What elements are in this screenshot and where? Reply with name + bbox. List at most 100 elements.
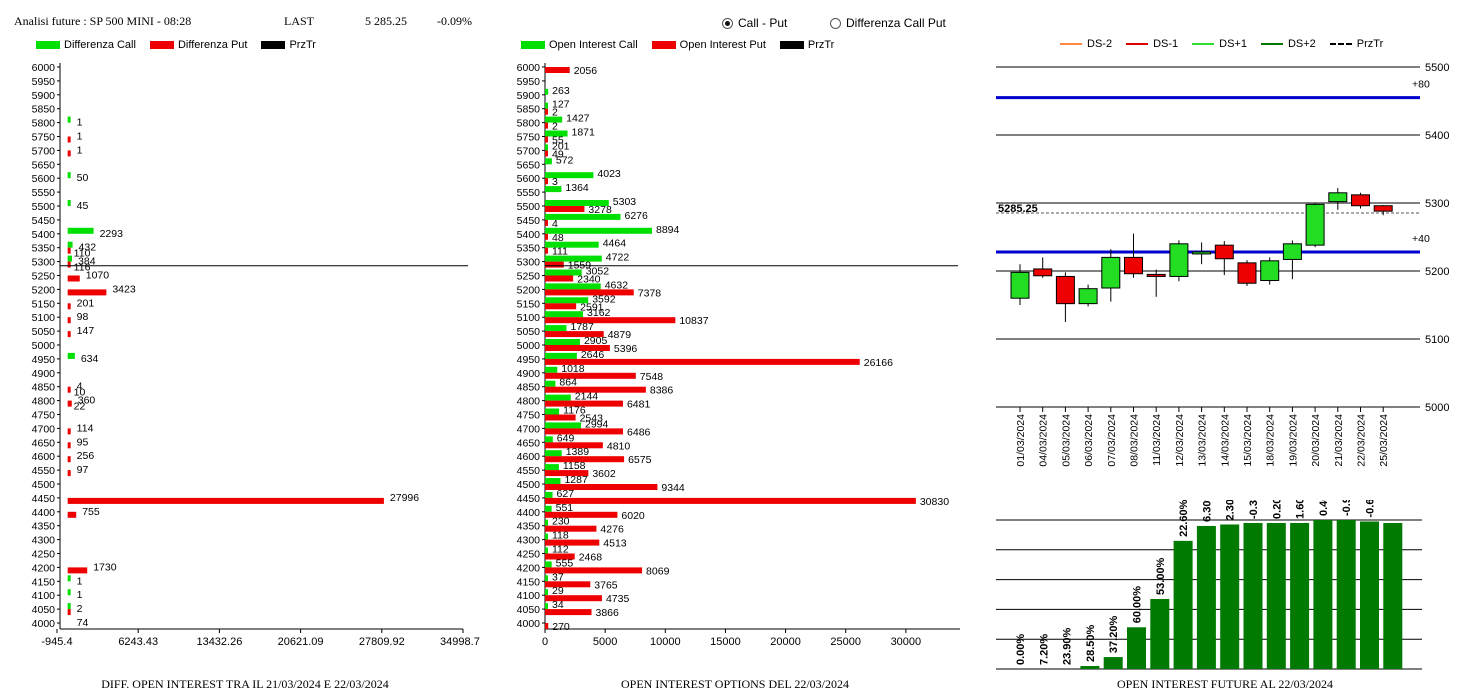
call-bar <box>545 366 558 373</box>
call-bar <box>545 269 582 276</box>
call-bar <box>545 241 599 248</box>
y-tick-label: 5700 <box>517 145 541 157</box>
put-bar <box>67 497 384 504</box>
call-value-label: 1787 <box>570 321 594 333</box>
candle-body <box>1282 243 1302 260</box>
y-tick-label: 4150 <box>517 576 541 588</box>
x-tick-label: 5000 <box>593 636 617 648</box>
call-bar <box>67 172 71 179</box>
left-caption: DIFF. OPEN INTEREST TRA IL 21/03/2024 E … <box>101 677 389 691</box>
oi-value-label: 0.20% <box>1271 500 1283 519</box>
y-tick-label: 5350 <box>32 243 56 255</box>
y-tick-label: 5850 <box>517 104 541 116</box>
value-label: 45 <box>77 200 89 212</box>
y-tick-label: 5800 <box>32 118 56 130</box>
put-value-label: 2543 <box>580 413 604 425</box>
put-bar <box>67 261 71 268</box>
x-tick-label: 30000 <box>891 636 922 648</box>
put-bar <box>545 233 548 240</box>
candle-body <box>1033 268 1053 277</box>
put-value-label: 6486 <box>627 426 651 438</box>
y-tick-label: 4000 <box>32 618 56 630</box>
put-bar <box>545 219 548 226</box>
put-bar <box>545 386 646 393</box>
last-label: LAST <box>284 14 314 28</box>
call-value-label: 864 <box>559 377 577 389</box>
put-value-label: 8069 <box>646 565 670 577</box>
call-bar <box>67 352 75 359</box>
y-tick-label: 4400 <box>32 507 56 519</box>
put-value-label: 2468 <box>579 552 603 564</box>
value-label: 50 <box>77 172 89 184</box>
x-tick-label: 10000 <box>650 636 681 648</box>
y-tick-label: 5750 <box>517 132 541 144</box>
y-tick-label: 4800 <box>517 396 541 408</box>
put-value-label: 2056 <box>574 65 598 77</box>
y-tick-label: 5700 <box>32 145 56 157</box>
y-tick-label: 5100 <box>32 312 56 324</box>
oi-value-label: 2.30% <box>1225 500 1237 520</box>
put-bar <box>545 247 548 254</box>
put-bar <box>545 497 916 504</box>
legend-item-ds-p1: DS+1 <box>1192 38 1247 50</box>
radio-call-put[interactable]: Call - Put <box>722 16 787 30</box>
call-value-label: 2994 <box>585 418 609 430</box>
y-tick-label: 5950 <box>32 76 56 88</box>
call-bar <box>67 116 71 123</box>
candle-body <box>1305 203 1325 246</box>
y-tick-label: 4100 <box>517 590 541 602</box>
call-bar <box>67 241 73 248</box>
legend-item-przTr: PrzTr <box>1329 38 1383 50</box>
green-swatch-icon <box>36 41 60 49</box>
value-label: 1 <box>77 589 83 601</box>
y-tick-label: 5400 <box>517 229 541 241</box>
put-bar <box>67 511 77 518</box>
put-bar <box>545 428 624 435</box>
y-tick-label: 4250 <box>32 549 56 561</box>
put-bar <box>67 428 71 435</box>
put-bar <box>67 456 71 463</box>
call-value-label: 1871 <box>572 127 596 139</box>
green-line-icon <box>1192 43 1215 45</box>
call-bar <box>545 436 553 443</box>
y-tick-label: 5600 <box>517 173 541 185</box>
put-bar <box>545 400 623 407</box>
level-label: +40 <box>1412 233 1430 245</box>
x-tick-label: 13/03/2024 <box>1197 414 1209 467</box>
put-bar <box>545 623 549 629</box>
y-tick-label: 4300 <box>517 535 541 547</box>
value-label: 1070 <box>86 270 110 282</box>
call-bar <box>545 130 568 137</box>
call-value-label: 572 <box>556 154 574 166</box>
oi-value-label: 6.30% <box>1201 500 1213 522</box>
put-bar <box>545 136 548 143</box>
call-value-label: 230 <box>552 516 570 528</box>
legend-label: DS+2 <box>1287 38 1316 50</box>
y-tick-label: 5900 <box>517 90 541 102</box>
value-label: 432 <box>79 242 97 254</box>
call-value-label: 551 <box>556 502 574 514</box>
candle-body <box>1078 288 1098 305</box>
price-candlestick-chart: 5500 5400 5300 5200 5100 5000 +80 +40 5285.25 01/… <box>996 62 1449 467</box>
y-tick-label: 4500 <box>32 479 56 491</box>
call-value-label: 8894 <box>656 224 680 236</box>
value-label: 10 <box>74 387 86 399</box>
put-bar <box>67 317 71 324</box>
x-tick-label: 0 <box>542 636 548 648</box>
y-tick-label: 4150 <box>32 576 56 588</box>
y-tick-label: 5000 <box>517 340 541 352</box>
put-bar <box>545 303 577 310</box>
value-label: 2 <box>77 603 83 615</box>
y-tick-label: 4700 <box>32 423 56 435</box>
red-line-icon <box>1126 43 1149 45</box>
call-bar <box>545 102 548 109</box>
y-tick-label: 4950 <box>32 354 56 366</box>
radio-differenza[interactable]: Differenza Call Put <box>830 16 946 30</box>
x-tick-label: 15000 <box>710 636 741 648</box>
legend-item-diff-put: Differenza Put <box>149 39 247 51</box>
call-bar <box>545 283 601 290</box>
put-bar <box>545 595 602 602</box>
candle-body <box>1055 275 1075 305</box>
legend-label: PrzTr <box>289 39 316 51</box>
